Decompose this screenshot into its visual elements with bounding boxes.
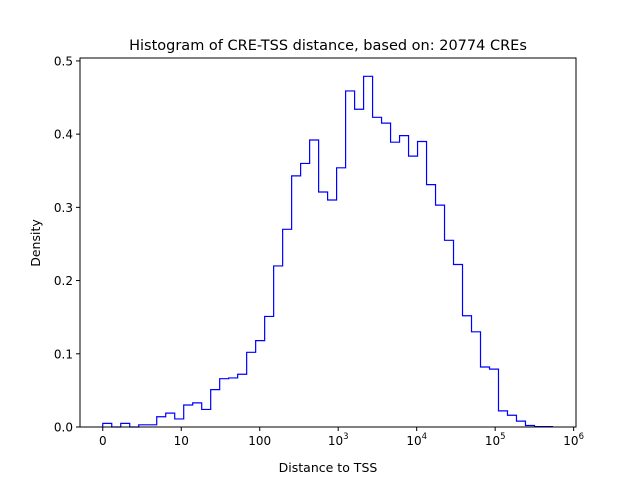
y-tick-label: 0.5 xyxy=(54,54,73,68)
histogram-bin xyxy=(238,374,247,427)
axes-frame xyxy=(79,57,577,428)
histogram-bin xyxy=(166,413,175,427)
histogram-bin xyxy=(507,415,516,427)
histogram-bin xyxy=(454,264,463,427)
chart-title: Histogram of CRE-TSS distance, based on:… xyxy=(129,38,527,54)
histogram-bin xyxy=(319,192,328,427)
histogram-bin xyxy=(310,140,319,427)
y-tick-label: 0.0 xyxy=(54,421,73,435)
y-tick-label: 0.4 xyxy=(54,128,73,142)
histogram-bin xyxy=(498,411,507,427)
histogram-bin xyxy=(382,123,391,427)
x-tick-label: 104 xyxy=(406,432,427,448)
histogram-bin xyxy=(193,403,202,427)
histogram-bin xyxy=(427,185,436,427)
histogram-bin xyxy=(337,168,346,427)
histogram-bin xyxy=(355,109,364,427)
x-tick-label: 100 xyxy=(248,434,271,448)
histogram-bin xyxy=(445,240,454,427)
histogram-bin xyxy=(481,367,490,427)
histogram-bin xyxy=(516,421,525,427)
histogram-bin xyxy=(472,332,481,427)
histogram-bin xyxy=(489,369,498,427)
x-tick-label: 103 xyxy=(328,432,349,448)
histogram-bin xyxy=(229,378,238,427)
histogram-bin xyxy=(328,200,337,427)
x-axis-label: Distance to TSS xyxy=(279,460,378,475)
y-tick-label: 0.3 xyxy=(54,201,73,215)
histogram-bin xyxy=(436,205,445,427)
histogram-bin xyxy=(373,117,382,427)
histogram-bin xyxy=(256,341,265,427)
histogram-bin xyxy=(265,316,274,427)
histogram-bin xyxy=(211,390,220,427)
histogram-bin xyxy=(157,417,166,427)
histogram-bin xyxy=(364,76,373,427)
histogram-bin xyxy=(274,266,283,427)
histogram-bin xyxy=(463,316,472,427)
histogram-step-line xyxy=(102,75,554,428)
histogram-bin xyxy=(202,409,211,427)
x-tick-label: 10 xyxy=(174,434,189,448)
histogram-bin xyxy=(400,136,409,427)
y-tick-label: 0.2 xyxy=(54,274,73,288)
histogram-bin xyxy=(292,176,301,427)
x-tick-label: 0 xyxy=(99,434,107,448)
histogram-bin xyxy=(247,352,256,427)
histogram-bin xyxy=(184,405,193,427)
x-tick-label: 105 xyxy=(485,432,506,448)
histogram-bin xyxy=(301,163,310,427)
histogram-bin xyxy=(220,379,229,427)
histogram-bin xyxy=(283,229,292,427)
histogram-bin xyxy=(418,141,427,427)
histogram-bin xyxy=(409,156,418,427)
y-tick-label: 0.1 xyxy=(54,347,73,361)
y-axis-label: Density xyxy=(28,219,43,267)
histogram-bin xyxy=(175,419,184,427)
histogram-bin xyxy=(346,91,355,427)
x-tick-label: 106 xyxy=(563,432,584,448)
histogram-bin xyxy=(391,142,400,427)
